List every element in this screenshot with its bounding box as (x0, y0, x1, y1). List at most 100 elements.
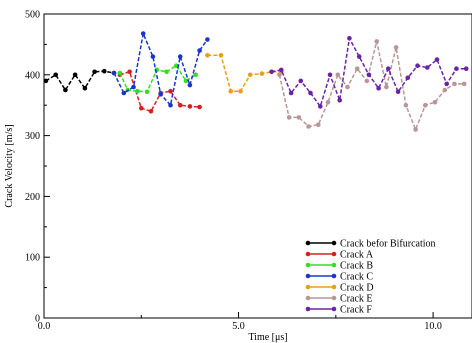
x-tick-label: 10.0 (424, 321, 442, 332)
data-point (279, 67, 284, 73)
data-point (148, 109, 154, 114)
series-3 (111, 30, 210, 108)
data-point (187, 82, 193, 88)
legend-item: Crack D (305, 283, 374, 294)
data-point (415, 63, 420, 68)
data-point (168, 102, 173, 108)
x-tick-label: 0.0 (38, 321, 51, 332)
legend-item: Crack A (305, 250, 374, 261)
legend-marker (305, 240, 311, 246)
legend-label: Crack D (340, 283, 374, 294)
y-tick-label: 300 (25, 131, 40, 142)
data-point (296, 115, 302, 120)
data-point (347, 36, 352, 41)
legend-marker (331, 306, 337, 312)
data-point (386, 66, 391, 71)
x-axis-title: Time [μs] (248, 332, 287, 343)
data-point (247, 72, 253, 78)
legend-marker (331, 262, 337, 268)
data-point (238, 88, 243, 94)
data-point (345, 84, 350, 90)
data-point (384, 84, 389, 90)
legend-item: Crack E (305, 294, 373, 305)
data-point (374, 39, 380, 44)
data-point (423, 102, 428, 108)
data-point (306, 124, 311, 129)
y-axis-title: Crack Velocity [m/s] (4, 124, 15, 207)
data-point (463, 66, 469, 71)
y-tick-label: 400 (25, 70, 40, 81)
legend-marker (305, 262, 311, 268)
data-point (327, 72, 333, 78)
legend-label: Crack F (340, 305, 372, 316)
data-point (356, 54, 362, 59)
data-point (177, 102, 183, 108)
legend-marker (305, 306, 311, 312)
data-point (111, 70, 117, 76)
data-point (121, 90, 127, 96)
data-point (72, 72, 78, 78)
data-point (454, 66, 459, 71)
data-point (452, 81, 457, 87)
legend-label: Crack E (340, 294, 373, 305)
legend-marker (305, 251, 311, 257)
y-tick-label: 200 (25, 192, 40, 203)
data-point (140, 31, 146, 36)
data-series (43, 30, 469, 132)
data-point (117, 70, 123, 76)
data-point (82, 85, 88, 91)
data-point (197, 104, 202, 110)
data-point (432, 99, 438, 105)
data-point (354, 66, 360, 71)
legend-marker (331, 251, 337, 257)
data-point (395, 89, 401, 95)
data-point (92, 69, 97, 75)
data-point (318, 104, 323, 109)
data-point (442, 87, 448, 93)
data-point (405, 75, 411, 81)
data-point (259, 71, 265, 76)
data-point (168, 88, 173, 94)
legend-item: Crack C (305, 272, 373, 283)
data-point (102, 68, 107, 74)
legend-item: Crack B (305, 261, 373, 272)
series-5 (277, 39, 467, 132)
y-tick-label: 500 (25, 10, 40, 21)
data-point (393, 45, 399, 50)
data-point (131, 84, 136, 90)
data-point (337, 98, 343, 103)
data-point (197, 48, 202, 53)
data-point (425, 65, 430, 70)
data-point (177, 54, 183, 59)
x-tick-label: 5.0 (232, 321, 245, 332)
data-point (218, 53, 224, 58)
data-point (187, 104, 193, 109)
data-point (139, 105, 144, 111)
data-point (150, 54, 156, 59)
legend-marker (331, 284, 337, 290)
legend-marker (305, 284, 311, 290)
data-point (286, 115, 292, 120)
data-point (325, 99, 331, 105)
data-point (183, 78, 189, 84)
data-point (461, 81, 467, 87)
y-tick-label: 100 (25, 253, 40, 264)
legend-marker (305, 273, 311, 279)
data-point (228, 88, 234, 94)
data-point (288, 90, 294, 96)
tick-labels: 0 100 200 300 400 500 0.0 5.0 10.0 (25, 10, 442, 333)
data-point (444, 81, 450, 87)
plot-frame (43, 13, 472, 319)
data-point (53, 72, 58, 78)
data-point (127, 69, 132, 75)
legend-marker (331, 295, 337, 301)
series-2 (117, 63, 198, 95)
data-point (193, 72, 198, 78)
data-point (43, 78, 49, 84)
data-point (164, 69, 169, 75)
data-point (335, 72, 341, 78)
data-point (277, 72, 282, 78)
series-6 (269, 35, 469, 109)
